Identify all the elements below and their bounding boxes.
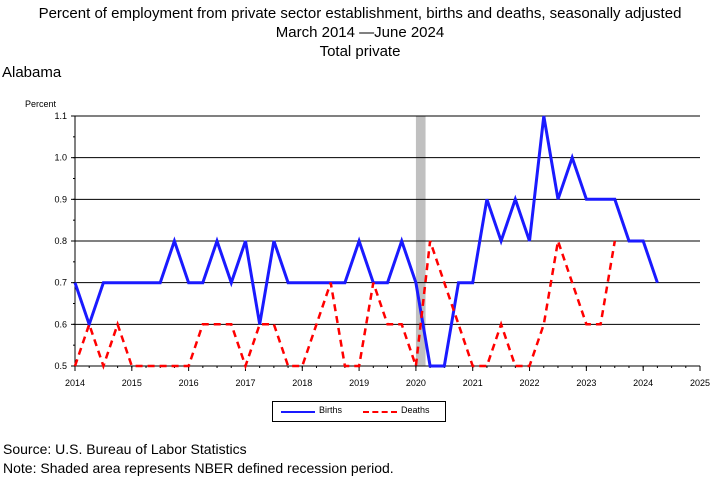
legend-swatch-deaths	[363, 411, 397, 413]
legend: Births Deaths	[272, 401, 446, 422]
y-tick-label: 1.0	[54, 153, 67, 163]
y-tick-label: 0.8	[54, 236, 67, 246]
x-tick-label: 2024	[633, 378, 653, 388]
legend-swatch-births	[281, 411, 315, 413]
series-line-births	[73, 115, 659, 368]
x-tick-label: 2022	[520, 378, 540, 388]
y-tick-label: 0.9	[54, 194, 67, 204]
x-tick-label: 2014	[65, 378, 85, 388]
y-tick-label: 0.6	[54, 319, 67, 329]
gridlines	[75, 115, 700, 367]
legend-label-births: Births	[319, 405, 343, 415]
x-tick-label: 2017	[235, 378, 255, 388]
series-line-deaths	[73, 240, 617, 370]
x-tick-label: 2018	[292, 378, 312, 388]
chart-title: Percent of employment from private secto…	[38, 5, 682, 22]
y-tick-label: 0.7	[54, 278, 67, 288]
x-tick-label: 2015	[122, 378, 142, 388]
recession-note: Note: Shaded area represents NBER define…	[3, 460, 394, 476]
chart-date-range: March 2014 —June 2024	[275, 24, 445, 41]
x-tick-label: 2021	[463, 378, 483, 388]
region-label: Alabama	[2, 64, 62, 81]
x-tick-label: 2019	[349, 378, 369, 388]
y-tick-label: 0.5	[54, 361, 67, 371]
series-layer	[73, 115, 659, 370]
y-tick-label: 1.1	[54, 111, 67, 121]
x-tick-label: 2020	[406, 378, 426, 388]
x-tick-label: 2025	[690, 378, 710, 388]
chart-industry: Total private	[319, 43, 401, 60]
legend-label-deaths: Deaths	[401, 405, 430, 415]
y-axis-label: Percent	[25, 99, 57, 109]
axes: 0.5 0.6 0.7 0.8 0.9 1.0 1.1 2014 2015 2016 2017 201…	[54, 111, 710, 388]
x-tick-label: 2016	[179, 378, 199, 388]
x-tick-label: 2023	[576, 378, 596, 388]
source-note: Source: U.S. Bureau of Labor Statistics	[3, 441, 247, 457]
